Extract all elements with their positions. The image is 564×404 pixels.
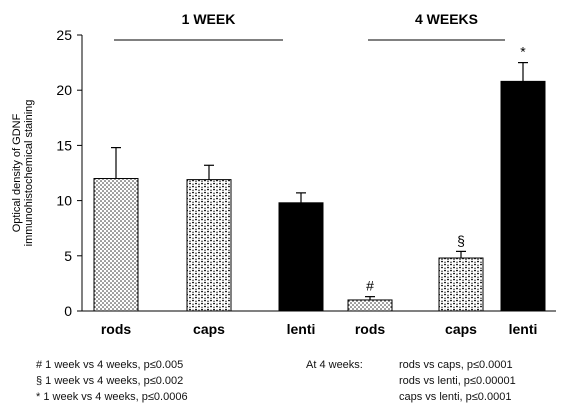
bar-rods (347, 299, 393, 312)
significance-mark: * (520, 44, 526, 60)
labels: 0 5 10 15 20 25 Optical density of GDNF immunoh… (11, 11, 537, 337)
significance-mark: § (457, 232, 465, 248)
y-tick-label: 0 (64, 303, 72, 319)
x-tick-label: caps (445, 321, 477, 337)
y-axis-label: Optical density of GDNF (11, 113, 23, 232)
group-label: 1 WEEK (182, 11, 236, 27)
bar-lenti (500, 80, 546, 312)
bar-caps (438, 257, 484, 312)
footnote-rods-vs-lenti: rods vs lenti, p≤0.00001 (399, 375, 516, 387)
footnote-4weeks-title: At 4 weeks: (306, 359, 363, 371)
footnote-rods-vs-caps: rods vs caps, p≤0.0001 (399, 359, 513, 371)
footnote-caps-vs-lenti: caps vs lenti, p≤0.0001 (399, 391, 512, 403)
footnote-hash: # 1 week vs 4 weeks, p≤0.005 (36, 359, 184, 371)
footnote-section: § 1 week vs 4 weeks, p≤0.002 (36, 375, 184, 387)
x-tick-label: caps (193, 321, 225, 337)
y-tick-label: 10 (56, 193, 72, 209)
x-tick-label: rods (355, 321, 386, 337)
y-axis-label: immunohistochemical staining (23, 100, 35, 247)
y-tick-label: 20 (56, 82, 72, 98)
footnote-asterisk: * 1 week vs 4 weeks, p≤0.0006 (36, 391, 188, 403)
significance-mark: # (366, 278, 374, 294)
bar-caps (186, 179, 232, 312)
x-tick-label: lenti (509, 321, 538, 337)
x-tick-label: lenti (287, 321, 316, 337)
y-tick-label: 5 (64, 248, 72, 264)
bar-lenti (278, 202, 324, 312)
y-tick-label: 25 (56, 27, 72, 43)
x-tick-label: rods (101, 321, 132, 337)
group-label: 4 WEEKS (415, 11, 478, 27)
bar-rods (93, 178, 139, 312)
bars (93, 61, 546, 312)
y-tick-label: 15 (56, 137, 72, 153)
